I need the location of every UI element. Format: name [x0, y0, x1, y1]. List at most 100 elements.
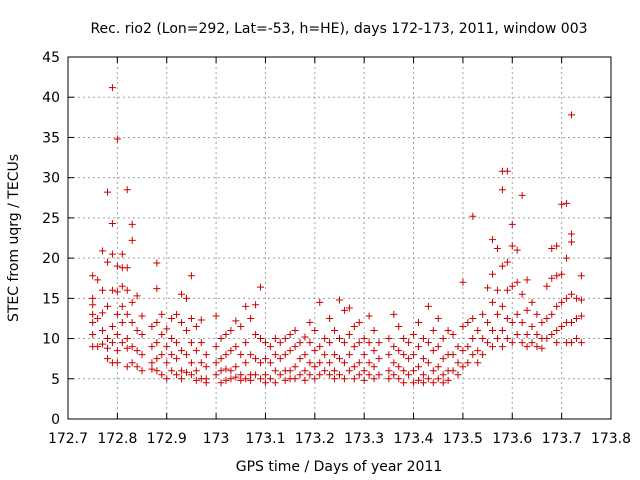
data-point	[533, 343, 541, 351]
data-point	[469, 314, 477, 322]
data-point	[178, 367, 186, 375]
data-point	[400, 335, 408, 343]
data-point	[153, 339, 161, 347]
data-point	[523, 276, 531, 284]
data-point	[212, 371, 220, 379]
data-point	[266, 359, 274, 367]
data-point	[113, 310, 121, 318]
data-point	[128, 298, 136, 306]
data-point	[444, 327, 452, 335]
data-point	[103, 258, 111, 266]
data-point	[266, 343, 274, 351]
y-tick-label: 25	[42, 211, 60, 227]
data-point	[103, 355, 111, 363]
data-point	[89, 272, 97, 280]
data-point	[429, 327, 437, 335]
data-point	[410, 367, 418, 375]
data-point	[429, 379, 437, 387]
data-point	[306, 318, 314, 326]
data-point	[173, 310, 181, 318]
data-point	[508, 318, 516, 326]
data-point	[336, 335, 343, 343]
data-point	[187, 314, 195, 322]
data-point	[118, 282, 126, 290]
data-point	[345, 367, 353, 375]
data-point	[316, 298, 324, 306]
data-point	[227, 347, 235, 355]
data-point	[385, 351, 393, 359]
data-point	[429, 347, 437, 355]
data-point	[518, 318, 526, 326]
data-point	[271, 379, 279, 387]
data-point	[113, 331, 121, 339]
data-point	[489, 298, 497, 306]
data-point	[222, 365, 230, 373]
data-point	[252, 301, 260, 309]
data-point	[449, 367, 457, 375]
data-point	[474, 359, 482, 367]
data-point	[138, 351, 146, 359]
data-point	[336, 296, 343, 304]
data-point	[493, 310, 501, 318]
data-point	[390, 310, 398, 318]
data-point	[464, 343, 472, 351]
data-point	[538, 344, 546, 352]
data-point	[108, 339, 116, 347]
data-point	[489, 270, 497, 278]
data-point	[123, 344, 131, 352]
data-point	[118, 318, 126, 326]
data-point	[197, 339, 205, 347]
data-point	[375, 355, 383, 363]
x-tick-label: 173.8	[591, 431, 631, 447]
data-point	[173, 339, 181, 347]
data-point	[424, 339, 432, 347]
data-point	[568, 290, 576, 298]
data-point	[577, 296, 585, 304]
data-point	[553, 339, 561, 347]
data-point	[563, 254, 571, 262]
data-point	[99, 309, 107, 317]
data-point	[271, 367, 279, 375]
y-tick-label: 45	[42, 50, 60, 66]
data-point	[454, 359, 462, 367]
data-point	[301, 333, 309, 341]
data-point	[469, 335, 477, 343]
y-tick-label: 30	[42, 171, 60, 187]
data-point	[336, 371, 343, 379]
x-tick-label: 173.4	[393, 431, 433, 447]
data-point	[340, 306, 348, 314]
data-point	[99, 286, 107, 294]
data-point	[513, 278, 521, 286]
data-point	[548, 244, 556, 252]
data-point	[385, 367, 393, 375]
data-point	[340, 339, 348, 347]
data-point	[163, 359, 171, 367]
y-tick-label: 15	[42, 291, 60, 307]
data-point	[192, 367, 200, 375]
data-point	[454, 343, 462, 351]
data-point	[291, 327, 299, 335]
data-point	[281, 335, 289, 343]
data-point	[558, 270, 566, 278]
data-point	[503, 286, 511, 294]
data-point	[568, 230, 576, 238]
data-point	[558, 200, 566, 208]
data-point	[113, 135, 121, 143]
data-point	[187, 272, 195, 280]
data-point	[247, 376, 255, 384]
data-point	[103, 302, 111, 310]
data-point	[227, 327, 235, 335]
data-point	[182, 351, 190, 359]
data-point	[217, 379, 225, 387]
data-point	[296, 371, 304, 379]
data-point	[94, 314, 102, 322]
data-point	[479, 335, 487, 343]
data-point	[108, 322, 116, 330]
data-point	[222, 351, 230, 359]
data-point	[479, 310, 487, 318]
y-axis-label: STEC from uqrg / TECUs	[6, 154, 22, 322]
data-point	[158, 310, 166, 318]
data-point	[128, 343, 136, 351]
data-point	[123, 264, 131, 272]
